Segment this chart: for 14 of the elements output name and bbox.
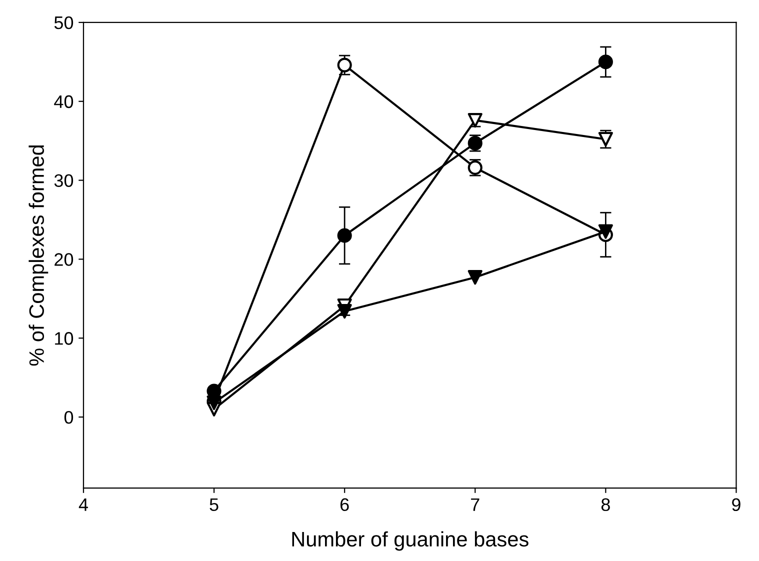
- x-tick-label: 4: [78, 498, 88, 511]
- y-tick-label: 50: [54, 16, 74, 30]
- y-tick-label: 10: [55, 332, 74, 345]
- x-tick-label: 7: [471, 498, 480, 511]
- y-tick-label: 40: [54, 95, 74, 108]
- x-tick-label: 5: [210, 498, 218, 512]
- x-tick-label: 9: [732, 498, 740, 512]
- x-tick-label: 8: [601, 498, 610, 512]
- y-tick-label: 20: [54, 253, 74, 266]
- y-axis-title: % of Complexes formed: [28, 145, 48, 366]
- x-tick-label: 6: [340, 498, 349, 512]
- y-tick-label: 0: [64, 410, 74, 424]
- y-tick-label: 30: [54, 174, 74, 187]
- x-axis-title: Number of guanine bases: [292, 531, 528, 551]
